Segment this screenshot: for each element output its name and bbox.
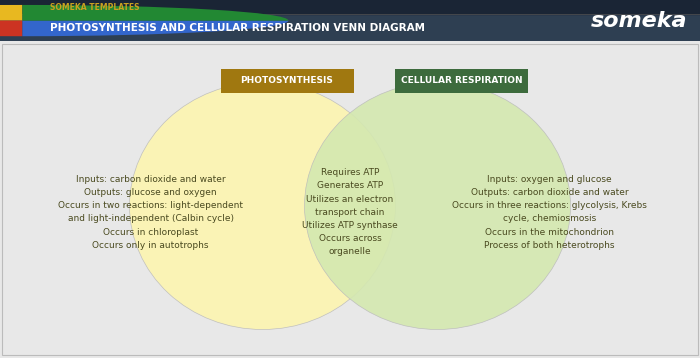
Text: PHOTOSYNTHESIS: PHOTOSYNTHESIS (241, 76, 333, 85)
Wedge shape (0, 21, 22, 36)
Text: Inputs: carbon dioxide and water
Outputs: glucose and oxygen
Occurs in two react: Inputs: carbon dioxide and water Outputs… (58, 175, 243, 250)
Text: PHOTOSYNTHESIS AND CELLULAR RESPIRATION VENN DIAGRAM: PHOTOSYNTHESIS AND CELLULAR RESPIRATION … (50, 23, 426, 33)
Text: CELLULAR RESPIRATION: CELLULAR RESPIRATION (401, 76, 523, 85)
Wedge shape (22, 5, 288, 21)
Text: Inputs: oxygen and glucose
Outputs: carbon dioxide and water
Occurs in three rea: Inputs: oxygen and glucose Outputs: carb… (452, 175, 647, 250)
Text: Requires ATP
Generates ATP
Utilizes an electron
transport chain
Utilizes ATP syn: Requires ATP Generates ATP Utilizes an e… (302, 168, 398, 256)
Wedge shape (0, 5, 22, 21)
Ellipse shape (304, 82, 570, 329)
Ellipse shape (130, 82, 395, 329)
Wedge shape (22, 21, 288, 36)
Text: someka: someka (591, 11, 687, 30)
FancyBboxPatch shape (395, 69, 528, 93)
Text: SOMEKA TEMPLATES: SOMEKA TEMPLATES (50, 3, 140, 12)
Bar (0, 0, 700, 14)
FancyBboxPatch shape (220, 69, 354, 93)
